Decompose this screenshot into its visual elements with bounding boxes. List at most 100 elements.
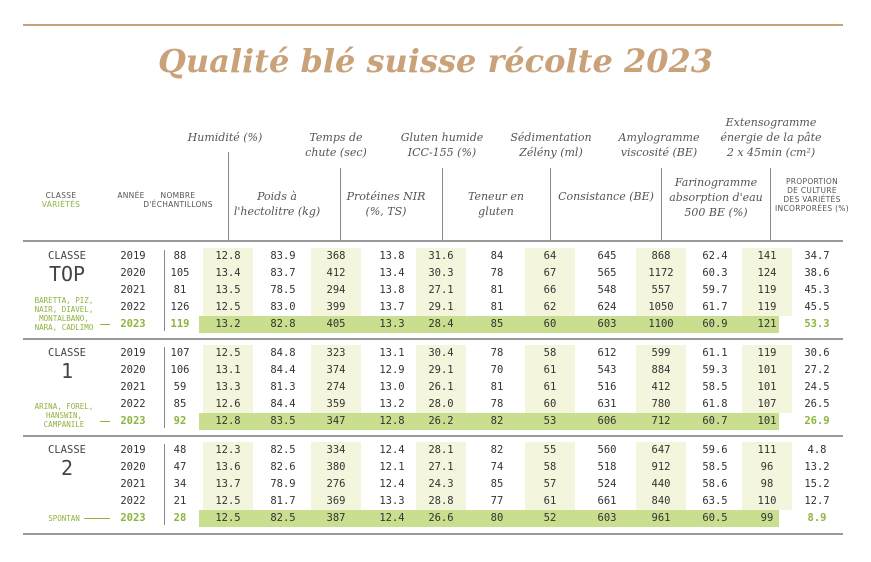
value-cell: 12.8 <box>215 415 241 427</box>
column-band <box>636 345 686 413</box>
value-cell: 412 <box>326 267 346 279</box>
variety-connector <box>84 518 110 519</box>
value-cell: 606 <box>597 415 617 427</box>
value-cell: 13.8 <box>379 284 405 296</box>
value-cell: 30.4 <box>428 347 454 359</box>
value-cell: 28.1 <box>428 444 454 456</box>
value-cell: 399 <box>326 301 346 313</box>
sample-count-cell: 59 <box>173 381 187 393</box>
value-cell: 12.5 <box>215 301 241 313</box>
value-cell: 26.1 <box>428 381 454 393</box>
value-cell: 294 <box>326 284 346 296</box>
value-cell: 29.1 <box>428 364 454 376</box>
table-rule <box>23 338 843 340</box>
value-cell: 83.7 <box>270 267 296 279</box>
header-temps: Temps de chute (sec) <box>305 131 367 159</box>
value-cell: 4.8 <box>807 444 827 456</box>
class-label: CLASSE <box>48 250 86 262</box>
value-cell: 374 <box>326 364 346 376</box>
value-cell: 440 <box>651 478 671 490</box>
column-band <box>311 345 361 413</box>
value-cell: 81 <box>490 284 504 296</box>
value-cell: 61.8 <box>702 398 728 410</box>
value-cell: 13.3 <box>379 495 405 507</box>
value-cell: 1050 <box>648 301 674 313</box>
value-cell: 63.5 <box>702 495 728 507</box>
value-cell: 81.7 <box>270 495 296 507</box>
value-cell: 61.1 <box>702 347 728 359</box>
value-cell: 77 <box>490 495 504 507</box>
value-cell: 62 <box>543 301 557 313</box>
value-cell: 58 <box>543 347 557 359</box>
value-cell: 13.1 <box>379 347 405 359</box>
value-cell: 13.4 <box>379 267 405 279</box>
value-cell: 110 <box>757 495 777 507</box>
column-band <box>416 248 466 316</box>
year-cell: 2021 <box>120 478 146 490</box>
value-cell: 45.5 <box>804 301 830 313</box>
value-cell: 557 <box>651 284 671 296</box>
value-cell: 59.6 <box>702 444 728 456</box>
value-cell: 98 <box>760 478 774 490</box>
value-cell: 8.9 <box>807 512 827 524</box>
value-cell: 82.5 <box>270 512 296 524</box>
value-cell: 78.9 <box>270 478 296 490</box>
header-nombre: NOMBRE D'ÉCHANTILLONS <box>143 191 213 209</box>
value-cell: 83.0 <box>270 301 296 313</box>
value-cell: 12.9 <box>379 364 405 376</box>
value-cell: 30.3 <box>428 267 454 279</box>
value-cell: 560 <box>597 444 617 456</box>
value-cell: 38.6 <box>804 267 830 279</box>
value-cell: 107 <box>757 398 777 410</box>
value-cell: 12.5 <box>215 347 241 359</box>
value-cell: 24.5 <box>804 381 830 393</box>
value-cell: 12.8 <box>215 250 241 262</box>
value-cell: 412 <box>651 381 671 393</box>
class-name: 2 <box>60 456 74 480</box>
value-cell: 84.8 <box>270 347 296 359</box>
value-cell: 82.8 <box>270 318 296 330</box>
value-cell: 60 <box>543 318 557 330</box>
variety-label: MONTALBANO, <box>39 314 89 323</box>
value-cell: 34.7 <box>804 250 830 262</box>
value-cell: 323 <box>326 347 346 359</box>
value-cell: 78 <box>490 398 504 410</box>
value-cell: 85 <box>490 318 504 330</box>
value-cell: 119 <box>757 347 777 359</box>
value-cell: 26.6 <box>428 512 454 524</box>
value-cell: 64 <box>543 250 557 262</box>
value-cell: 60 <box>543 398 557 410</box>
sample-count-cell: 47 <box>173 461 187 473</box>
value-cell: 80 <box>490 512 504 524</box>
value-cell: 45.3 <box>804 284 830 296</box>
value-cell: 61 <box>543 364 557 376</box>
value-cell: 58 <box>543 461 557 473</box>
value-cell: 82 <box>490 415 504 427</box>
value-cell: 124 <box>757 267 777 279</box>
header-teneur: Teneur en gluten <box>467 190 525 218</box>
value-cell: 24.3 <box>428 478 454 490</box>
value-cell: 12.4 <box>379 512 405 524</box>
row-2023-highlight <box>199 510 779 527</box>
value-cell: 15.2 <box>804 478 830 490</box>
value-cell: 31.6 <box>428 250 454 262</box>
value-cell: 276 <box>326 478 346 490</box>
column-band <box>203 442 253 510</box>
value-cell: 543 <box>597 364 617 376</box>
header-proportion: PROPORTION DE CULTURE DES VARIÉTÉS INCORPOR… <box>775 177 849 213</box>
year-cell: 2020 <box>120 267 146 279</box>
value-cell: 369 <box>326 495 346 507</box>
value-cell: 368 <box>326 250 346 262</box>
value-cell: 12.4 <box>379 478 405 490</box>
value-cell: 67 <box>543 267 557 279</box>
value-cell: 84.4 <box>270 364 296 376</box>
year-cell: 2023 <box>120 415 146 427</box>
value-cell: 82.5 <box>270 444 296 456</box>
value-cell: 1100 <box>648 318 674 330</box>
column-band <box>636 442 686 510</box>
value-cell: 83.9 <box>270 250 296 262</box>
value-cell: 27.2 <box>804 364 830 376</box>
value-cell: 53.3 <box>804 318 830 330</box>
value-cell: 405 <box>326 318 346 330</box>
value-cell: 28.8 <box>428 495 454 507</box>
